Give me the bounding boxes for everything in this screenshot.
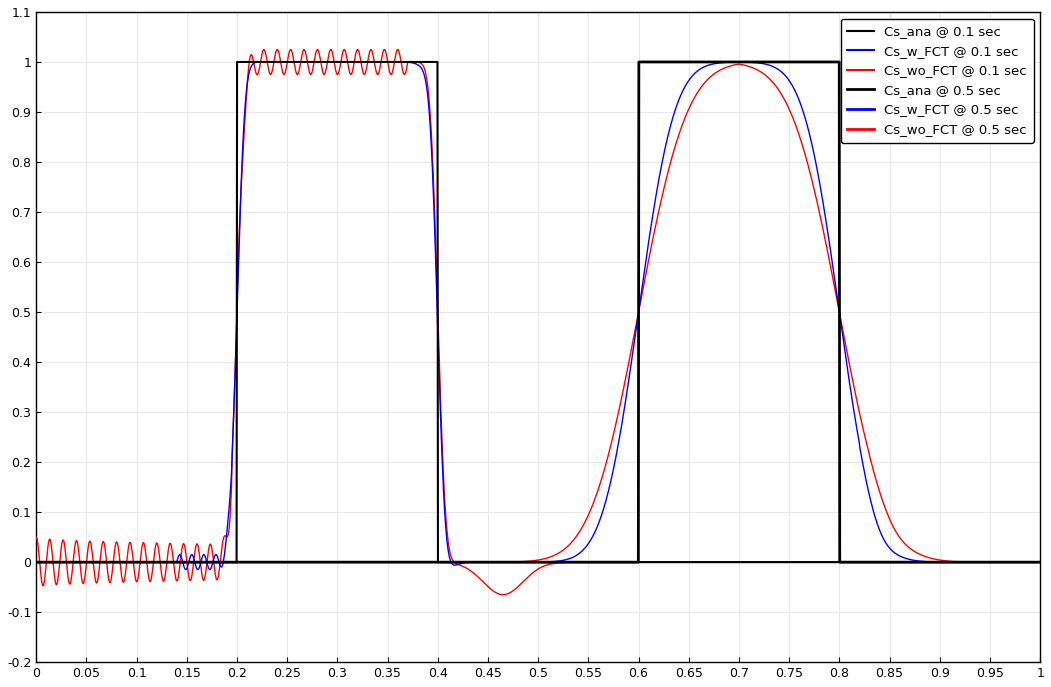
Legend: Cs_ana @ 0.1 sec, Cs_w_FCT @ 0.1 sec, Cs_wo_FCT @ 0.1 sec, Cs_ana @ 0.5 sec, Cs_: Cs_ana @ 0.1 sec, Cs_w_FCT @ 0.1 sec, Cs… bbox=[841, 19, 1033, 143]
